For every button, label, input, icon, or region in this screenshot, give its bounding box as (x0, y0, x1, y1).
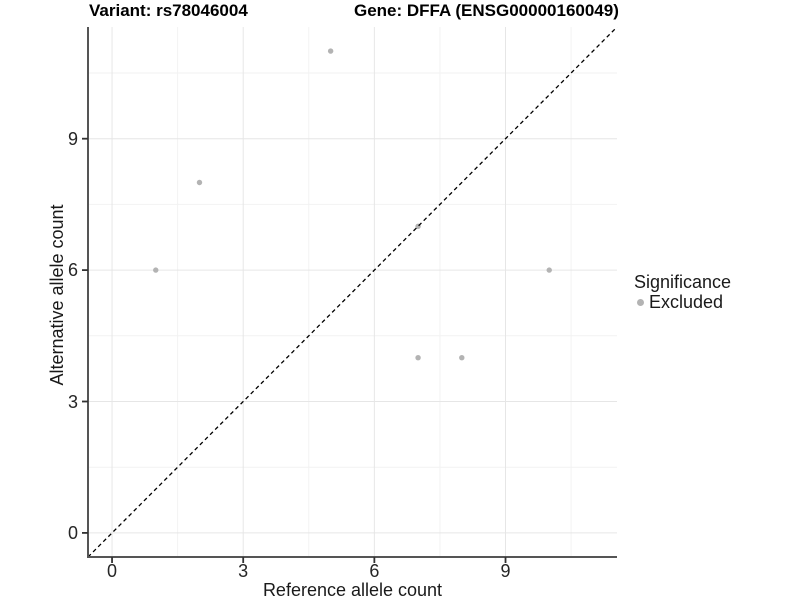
x-axis-title: Reference allele count (262, 580, 443, 600)
data-point (546, 267, 552, 273)
x-tick-label: 9 (500, 561, 511, 581)
legend-point-icon (637, 298, 644, 306)
legend-title: Significance (634, 272, 732, 292)
data-point (459, 355, 465, 361)
axis-lines (87, 27, 617, 558)
data-point (196, 179, 203, 186)
x-tick-label: 3 (238, 561, 249, 581)
y-axis-title: Alternative allele count (47, 204, 67, 386)
identity-reference-line (87, 27, 618, 558)
y-tick-label: 6 (67, 260, 78, 281)
scatter-plot (82, 27, 618, 563)
data-point (415, 355, 421, 361)
gene-title: Gene: DFFA (ENSG00000160049) (354, 1, 619, 20)
y-tick-label: 9 (67, 128, 78, 149)
data-point (327, 48, 334, 54)
legend-item-label: Excluded (649, 292, 724, 312)
legend: Significance Excluded (634, 272, 731, 312)
data-point (153, 267, 159, 273)
y-tick-label: 0 (67, 522, 78, 543)
legend-items: Excluded (634, 292, 731, 312)
y-tick-label: 3 (67, 391, 78, 412)
legend-item: Excluded (637, 292, 731, 312)
x-tick-label: 0 (107, 561, 118, 581)
variant-title: Variant: rs78046004 (89, 1, 248, 20)
x-tick-label: 6 (369, 561, 380, 581)
